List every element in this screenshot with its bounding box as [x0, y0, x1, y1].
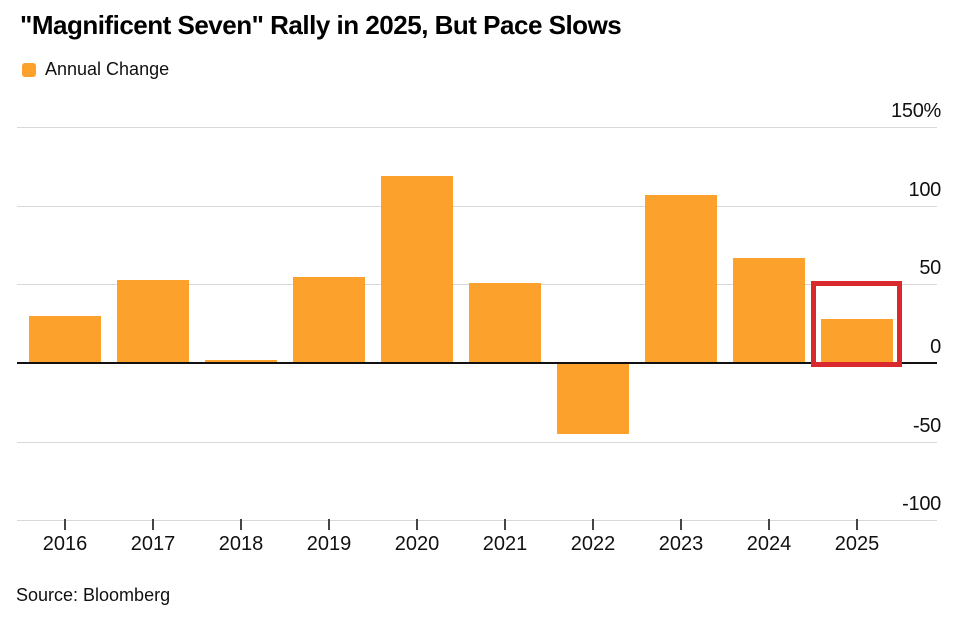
legend-label: Annual Change — [45, 59, 170, 79]
x-axis-label-2024: 2024 — [746, 533, 792, 555]
bar-2020 — [381, 176, 453, 363]
x-axis-tick-2016 — [64, 519, 66, 530]
gridline-150 — [17, 127, 937, 128]
legend-swatch-icon — [22, 62, 36, 77]
x-axis-tick-2023 — [680, 519, 682, 530]
chart-title: "Magnificent Seven" Rally in 2025, But P… — [20, 10, 622, 40]
x-axis-tick-2017 — [152, 519, 154, 530]
x-axis-label-2025: 2025 — [834, 533, 880, 555]
gridline--100 — [17, 520, 937, 521]
bar-2024 — [733, 258, 805, 363]
x-axis-tick-2020 — [416, 519, 418, 530]
y-axis-label-100: 100 — [908, 179, 942, 201]
x-axis-label-2023: 2023 — [658, 533, 704, 555]
gridline-100 — [17, 206, 937, 207]
bar-2022 — [557, 363, 629, 434]
x-axis-tick-2021 — [504, 519, 506, 530]
y-axis-label-50: 50 — [919, 257, 941, 279]
gridline--50 — [17, 442, 937, 443]
source-caption: Source: Bloomberg — [16, 585, 171, 605]
x-axis-label-2021: 2021 — [482, 533, 528, 555]
highlight-box-2025 — [811, 281, 902, 367]
x-axis-label-2022: 2022 — [570, 533, 616, 555]
y-axis-label-0: 0 — [930, 336, 941, 358]
x-axis-label-2018: 2018 — [218, 533, 264, 555]
y-axis-label--100: -100 — [902, 493, 941, 515]
zero-axis-line — [17, 362, 937, 364]
x-axis-label-2017: 2017 — [130, 533, 176, 555]
bar-2017 — [117, 280, 189, 363]
x-axis-tick-2018 — [240, 519, 242, 530]
bar-2018 — [205, 360, 277, 363]
bar-2021 — [469, 283, 541, 363]
x-axis-label-2020: 2020 — [394, 533, 440, 555]
legend: Annual Change — [22, 59, 169, 80]
x-axis-tick-2019 — [328, 519, 330, 530]
y-axis-label--50: -50 — [912, 415, 941, 437]
y-axis-label-150: 150% — [891, 100, 941, 122]
bar-2019 — [293, 277, 365, 363]
x-axis-tick-2024 — [768, 519, 770, 530]
bar-2016 — [29, 316, 101, 363]
bar-2023 — [645, 195, 717, 363]
x-axis-tick-2022 — [592, 519, 594, 530]
bar-2025 — [821, 319, 893, 363]
x-axis-label-2019: 2019 — [306, 533, 352, 555]
x-axis-tick-2025 — [856, 519, 858, 530]
x-axis-label-2016: 2016 — [42, 533, 88, 555]
